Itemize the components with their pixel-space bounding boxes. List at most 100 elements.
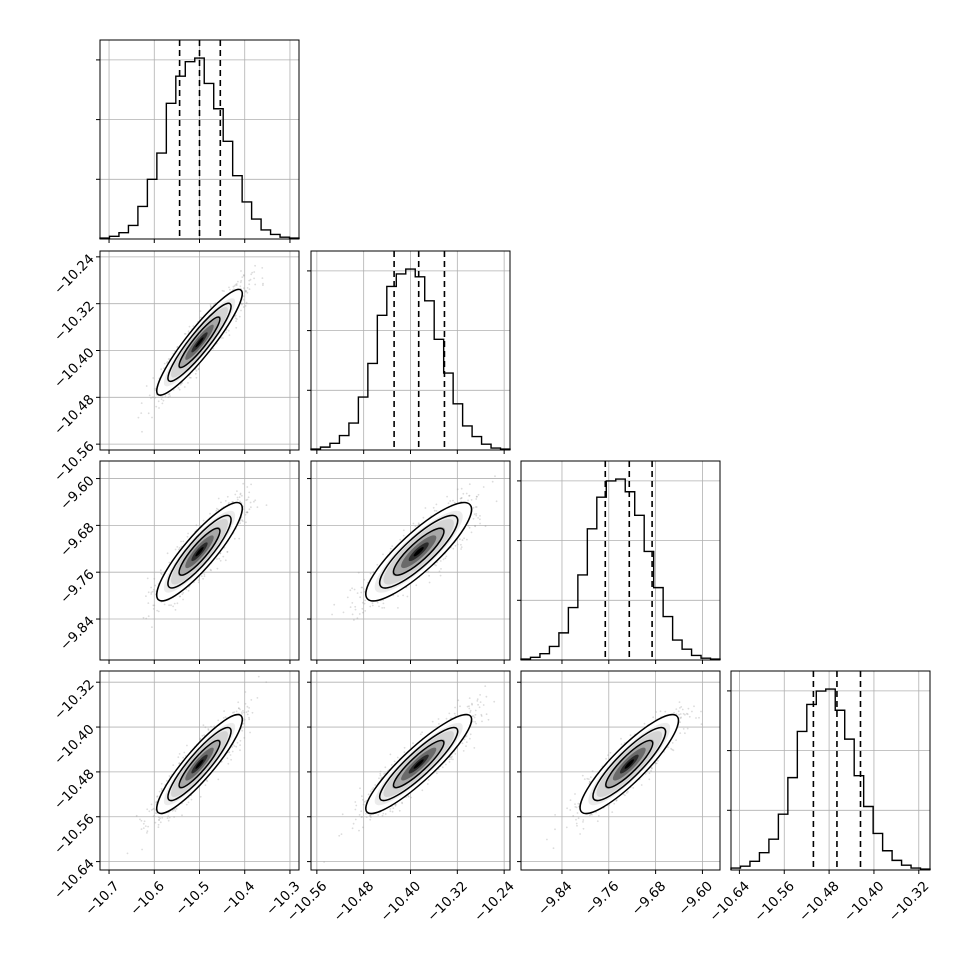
scatter-point (188, 376, 191, 379)
scatter-point (146, 577, 149, 580)
scatter-point (389, 547, 392, 550)
scatter-point (228, 501, 230, 504)
scatter-point (254, 264, 256, 267)
scatter-point (239, 500, 241, 503)
scatter-point (154, 387, 157, 390)
scatter-point (229, 288, 231, 291)
scatter-point (242, 298, 245, 301)
scatter-point (153, 815, 156, 817)
scatter-point (247, 496, 250, 499)
scatter-point (372, 571, 375, 573)
scatter-point (248, 707, 251, 709)
scatter-point (472, 517, 475, 520)
scatter-point (470, 531, 473, 534)
scatter-point (166, 361, 169, 363)
scatter-point (219, 559, 222, 562)
scatter-point (466, 538, 468, 541)
scatter-point (236, 490, 238, 492)
scatter-point (156, 795, 159, 797)
scatter-point (228, 751, 231, 754)
scatter-point (203, 575, 206, 578)
scatter-point (353, 588, 356, 591)
scatter-point (135, 814, 138, 817)
scatter-point (195, 376, 198, 379)
scatter-point (161, 816, 164, 819)
scatter-point (468, 526, 471, 529)
scatter-point (241, 494, 243, 497)
scatter-point (256, 506, 259, 509)
scatter-point (474, 525, 477, 528)
scatter-point (221, 289, 224, 292)
scatter-point (349, 589, 352, 592)
scatter-point (215, 510, 218, 512)
scatter-point (361, 586, 364, 589)
scatter-point (482, 486, 485, 488)
scatter-point (217, 778, 220, 781)
scatter-point (147, 602, 150, 604)
scatter-point (453, 501, 456, 504)
scatter-point (159, 569, 162, 572)
scatter-point (439, 574, 442, 577)
scatter-point (182, 591, 185, 594)
scatter-point (249, 278, 252, 281)
scatter-point (238, 315, 241, 318)
scatter-point (176, 346, 179, 348)
scatter-point (477, 493, 480, 496)
density-panel-3-0 (96, 670, 300, 874)
scatter-point (179, 595, 182, 598)
scatter-point (241, 276, 244, 278)
scatter-point (369, 605, 372, 608)
scatter-point (253, 500, 255, 503)
density-level (195, 547, 204, 557)
scatter-point (445, 555, 448, 558)
scatter-point (168, 816, 171, 819)
scatter-point (346, 596, 349, 599)
scatter-point (331, 613, 333, 616)
scatter-point (152, 588, 155, 591)
scatter-point (238, 537, 241, 540)
scatter-point (201, 734, 204, 737)
scatter-point (248, 283, 251, 286)
scatter-point (217, 497, 220, 500)
scatter-point (442, 558, 445, 561)
scatter-point (222, 337, 224, 339)
scatter-point (244, 513, 247, 516)
scatter-point (242, 306, 245, 308)
scatter-point (228, 334, 231, 337)
scatter-point (248, 288, 251, 291)
scatter-point (262, 282, 264, 285)
scatter-point (145, 595, 147, 597)
scatter-point (152, 604, 155, 607)
histogram-panel-3 (727, 670, 931, 874)
contour-line (365, 501, 473, 602)
scatter-point (246, 291, 249, 294)
scatter-point (414, 525, 417, 528)
scatter-point (178, 595, 181, 598)
scatter-point (473, 513, 476, 516)
scatter-point (172, 605, 175, 608)
scatter-point (402, 529, 405, 532)
scatter-point (248, 508, 251, 511)
scatter-point (245, 521, 247, 524)
scatter-point (236, 318, 238, 320)
scatter-point (427, 570, 430, 573)
scatter-point (235, 326, 238, 329)
scatter-point (209, 304, 212, 306)
scatter-point (230, 758, 233, 761)
scatter-point (250, 506, 252, 509)
scatter-point (152, 396, 154, 399)
scatter-point (222, 555, 225, 558)
scatter-point (261, 277, 264, 279)
scatter-point (199, 310, 202, 312)
scatter-point (479, 515, 481, 517)
scatter-point (472, 506, 475, 509)
scatter-point (484, 525, 487, 528)
histogram-step-2 (520, 478, 721, 660)
scatter-point (349, 606, 352, 608)
scatter-point (150, 586, 153, 589)
histogram-panel-1 (307, 250, 511, 454)
scatter-point (209, 568, 212, 571)
scatter-point (397, 595, 399, 597)
scatter-point (157, 610, 160, 613)
